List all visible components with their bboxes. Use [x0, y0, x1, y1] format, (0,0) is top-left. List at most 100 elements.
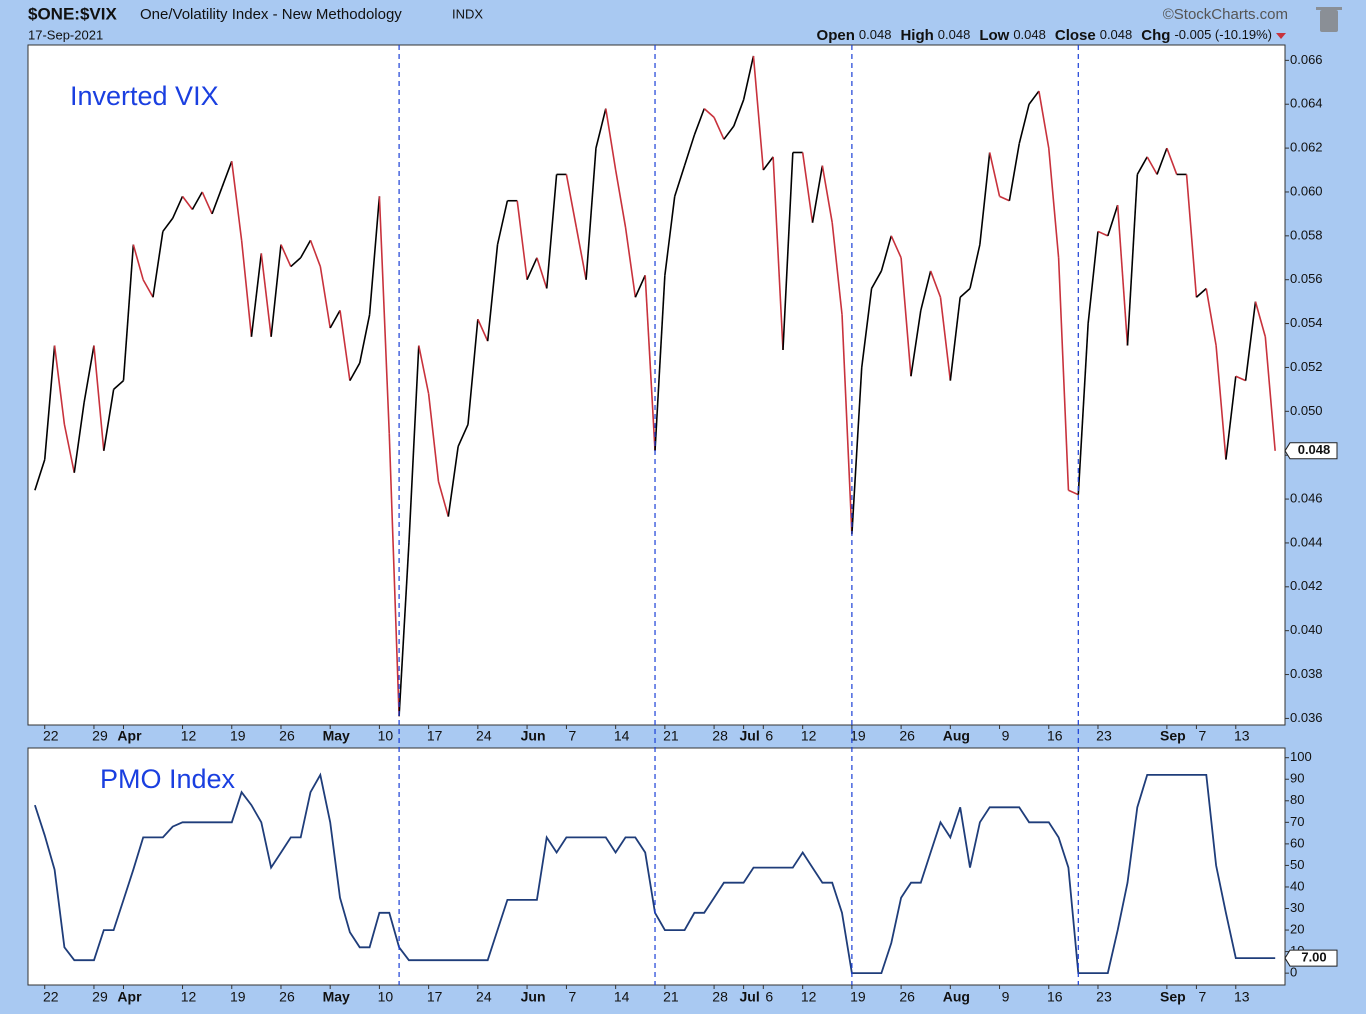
x-tick-label: 6 [765, 989, 773, 1005]
price-segment [73, 402, 85, 473]
price-segment [703, 108, 715, 118]
x-tick-label: 23 [1096, 728, 1112, 744]
x-tick-label: 9 [1002, 989, 1010, 1005]
price-segment [841, 314, 853, 535]
open-label: Open [817, 27, 855, 44]
price-segment [467, 319, 479, 425]
price-segment [43, 345, 56, 460]
price-segment [545, 174, 558, 289]
chg-label: Chg [1141, 27, 1170, 44]
price-segment [723, 125, 735, 140]
price-segment [1018, 104, 1030, 144]
price-segment [664, 196, 676, 276]
y-tick-label: 0.060 [1290, 183, 1323, 198]
x-tick-label: 21 [663, 728, 679, 744]
price-segment [1107, 204, 1119, 237]
price-segment [319, 266, 331, 329]
x-tick-label: 16 [1047, 728, 1063, 744]
x-tick-label: May [323, 989, 350, 1005]
x-tick-label: Jun [521, 989, 546, 1005]
price-segment [1028, 90, 1040, 105]
price-segment [939, 297, 952, 381]
x-tick-label: 13 [1234, 728, 1250, 744]
x-tick-label: 17 [427, 728, 443, 744]
price-segment [595, 108, 607, 149]
y-tick-label: 0.040 [1290, 622, 1323, 637]
index-name: One/Volatility Index - New Methodology [140, 6, 402, 23]
x-tick-label: 28 [712, 989, 728, 1005]
price-segment [1077, 323, 1089, 495]
y-tick-label: 0.054 [1290, 315, 1323, 330]
price-segment [614, 169, 627, 228]
y-tick-label: 40 [1290, 878, 1304, 893]
last-value-tag [1284, 949, 1338, 967]
price-segment [417, 345, 430, 394]
x-tick-label: 12 [181, 989, 197, 1005]
price-segment [733, 99, 745, 127]
trash-icon[interactable] [1316, 7, 1342, 32]
price-segment [162, 217, 174, 232]
y-tick-label: 20 [1290, 921, 1304, 936]
y-tick-label: 0.052 [1290, 359, 1323, 374]
price-segment [1097, 230, 1109, 237]
price-segment [526, 257, 538, 281]
price-segment [624, 226, 637, 298]
price-segment [270, 244, 282, 337]
price-segment [211, 187, 223, 215]
price-segment [152, 231, 164, 298]
price-segment [1215, 345, 1227, 460]
price-segment [398, 542, 410, 717]
x-tick-label: 22 [43, 989, 59, 1005]
x-tick-label: 26 [279, 728, 295, 744]
price-segment [585, 148, 597, 280]
price-segment [979, 152, 991, 245]
price-segment [654, 275, 666, 451]
price-segment [1166, 147, 1178, 175]
price-segment [880, 235, 893, 272]
trash-body[interactable] [1320, 10, 1338, 32]
close-label: Close [1055, 27, 1096, 44]
last-value-tag [1284, 442, 1338, 460]
open-value: 0.048 [859, 27, 892, 42]
price-segment [1047, 148, 1060, 258]
x-tick-label: 28 [712, 728, 728, 744]
x-tick-label: 12 [801, 989, 817, 1005]
price-segment [437, 481, 450, 517]
price-segment [782, 152, 794, 350]
x-tick-label: 29 [92, 728, 108, 744]
y-tick-label: 70 [1290, 814, 1304, 829]
x-tick-label: Aug [943, 989, 970, 1005]
price-segment [929, 270, 942, 298]
x-tick-label: 19 [850, 728, 866, 744]
price-segment [742, 55, 755, 101]
exchange: INDX [452, 6, 483, 21]
x-tick-label: 12 [181, 728, 197, 744]
price-segment [920, 270, 932, 311]
price-segment [683, 134, 696, 166]
price-segment [53, 345, 66, 425]
price-panel [27, 44, 1286, 726]
y-tick-label: 0.044 [1290, 534, 1323, 549]
price-segment [565, 174, 578, 228]
x-tick-label: 23 [1096, 989, 1112, 1005]
price-segment [1126, 174, 1139, 346]
chg-value: -0.005 (-10.19%) [1174, 27, 1272, 42]
x-tick-label: 21 [663, 989, 679, 1005]
price-segment [191, 191, 203, 210]
price-segment [496, 200, 509, 245]
price-segment [1244, 301, 1257, 381]
price-segment [673, 165, 686, 197]
price-segment [811, 165, 824, 223]
price-segment [910, 310, 922, 377]
price-segment [427, 393, 440, 482]
x-tick-label: 19 [230, 989, 246, 1005]
price-segment [1146, 156, 1158, 175]
price-segment [890, 235, 902, 259]
price-segment [693, 108, 705, 136]
price-segment [959, 287, 971, 298]
annotation: Inverted VIX [70, 81, 219, 111]
x-tick-label: 13 [1234, 989, 1250, 1005]
trash-lid[interactable] [1316, 7, 1342, 10]
